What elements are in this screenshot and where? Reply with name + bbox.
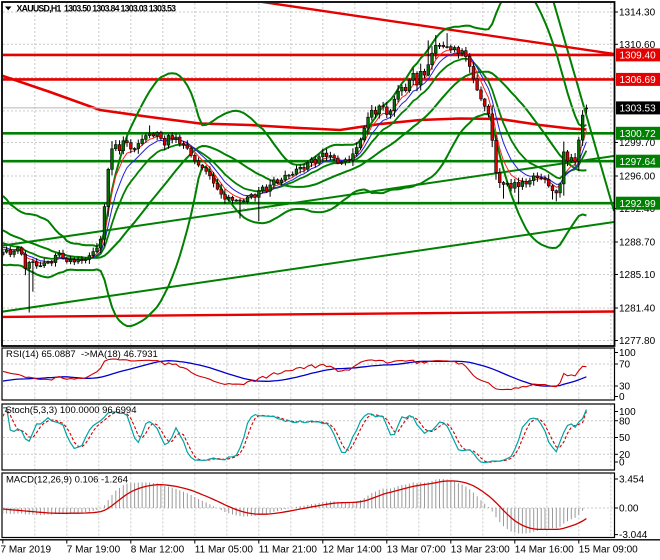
svg-text:0: 0	[619, 458, 625, 469]
svg-text:13 Mar 07:00: 13 Mar 07:00	[387, 545, 446, 556]
svg-text:100: 100	[619, 348, 636, 359]
svg-text:11 Mar 05:00: 11 Mar 05:00	[195, 545, 254, 556]
svg-text:MACD(12,26,9) 0.106 -1.264: MACD(12,26,9) 0.106 -1.264	[6, 475, 128, 486]
svg-text:12 Mar 14:00: 12 Mar 14:00	[323, 545, 382, 556]
svg-text:1299.70: 1299.70	[619, 138, 656, 149]
svg-text:RSI(14) 65.0887 ->MA(18) 46.7: RSI(14) 65.0887 ->MA(18) 46.7931	[6, 349, 158, 360]
svg-text:1306.69: 1306.69	[620, 75, 657, 86]
svg-text:7 Mar 2019: 7 Mar 2019	[1, 545, 52, 556]
svg-text:11 Mar 21:00: 11 Mar 21:00	[259, 545, 318, 556]
svg-text:13 Mar 23:00: 13 Mar 23:00	[451, 545, 510, 556]
svg-text:1285.10: 1285.10	[619, 270, 656, 281]
svg-text:7 Mar 19:00: 7 Mar 19:00	[67, 545, 121, 556]
svg-text:20: 20	[619, 450, 631, 461]
svg-text:70: 70	[619, 360, 631, 371]
svg-text:Stoch(5,3,3) 100.0000 96.6994: Stoch(5,3,3) 100.0000 96.6994	[6, 405, 137, 416]
svg-text:100: 100	[619, 407, 636, 418]
svg-text:1310.60: 1310.60	[619, 40, 656, 51]
svg-text:1309.40: 1309.40	[620, 51, 657, 62]
svg-text:50: 50	[619, 433, 631, 444]
svg-text:1300.72: 1300.72	[620, 129, 657, 140]
svg-text:1296.00: 1296.00	[619, 172, 656, 183]
svg-text:80: 80	[619, 416, 631, 427]
svg-text:0.00: 0.00	[619, 504, 639, 515]
svg-text:0: 0	[619, 392, 625, 403]
svg-text:30: 30	[619, 382, 631, 393]
svg-text:3.454: 3.454	[619, 475, 644, 486]
svg-text:1314.30: 1314.30	[619, 8, 656, 19]
svg-text:1277.80: 1277.80	[619, 336, 656, 347]
svg-text:8 Mar 12:00: 8 Mar 12:00	[131, 545, 185, 556]
svg-text:-3.044: -3.044	[619, 530, 648, 541]
svg-text:15 Mar 09:00: 15 Mar 09:00	[579, 545, 638, 556]
svg-text:1281.40: 1281.40	[619, 304, 656, 315]
svg-text:1288.70: 1288.70	[619, 238, 656, 249]
svg-text:XAUUSD,H1 1303.50 1303.84 130: XAUUSD,H1 1303.50 1303.84 1303.03 1303.5…	[17, 4, 177, 14]
svg-text:1292.99: 1292.99	[620, 199, 657, 210]
svg-text:14 Mar 16:00: 14 Mar 16:00	[515, 545, 574, 556]
svg-text:1297.64: 1297.64	[620, 157, 657, 168]
svg-text:1303.53: 1303.53	[620, 104, 657, 115]
